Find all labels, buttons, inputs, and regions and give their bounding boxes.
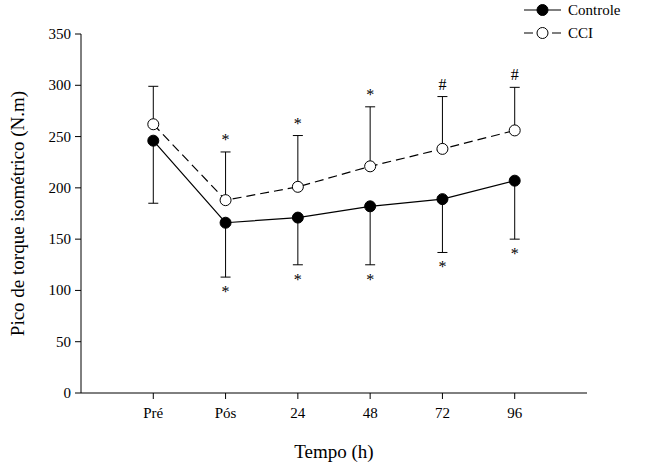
error-cap bbox=[510, 87, 520, 88]
x-tick bbox=[297, 393, 298, 399]
annotation: * bbox=[438, 258, 446, 275]
x-tick-label: 24 bbox=[290, 405, 306, 421]
x-tick bbox=[153, 393, 154, 399]
y-tick-label: 50 bbox=[56, 334, 71, 350]
x-tick bbox=[370, 393, 371, 399]
x-tick bbox=[514, 393, 515, 399]
error-cap bbox=[293, 135, 303, 136]
error-cap bbox=[510, 239, 520, 240]
y-tick bbox=[75, 290, 81, 291]
y-tick bbox=[75, 34, 81, 35]
point bbox=[292, 181, 303, 192]
point bbox=[509, 175, 520, 186]
error-cap bbox=[221, 151, 231, 152]
error-bar bbox=[514, 181, 515, 239]
y-tick bbox=[75, 341, 81, 342]
x-tick bbox=[442, 393, 443, 399]
error-bar bbox=[297, 218, 298, 265]
y-tick bbox=[75, 239, 81, 240]
error-cap bbox=[437, 252, 447, 253]
point bbox=[220, 195, 231, 206]
point bbox=[220, 217, 231, 228]
y-tick-label: 100 bbox=[49, 282, 72, 298]
series-line bbox=[153, 124, 514, 200]
y-tick bbox=[75, 85, 81, 86]
error-bar bbox=[442, 199, 443, 252]
plot-area bbox=[148, 86, 520, 277]
annotation: * bbox=[222, 131, 230, 148]
y-tick-label: 300 bbox=[49, 77, 72, 93]
error-bar bbox=[514, 87, 515, 130]
point bbox=[437, 194, 448, 205]
error-bar bbox=[370, 107, 371, 166]
error-bar bbox=[153, 141, 154, 204]
y-tick-label: 250 bbox=[49, 129, 72, 145]
error-bar bbox=[225, 152, 226, 200]
annotation: * bbox=[222, 283, 230, 300]
series-1 bbox=[148, 86, 520, 205]
annotation: * bbox=[511, 245, 519, 262]
error-bar bbox=[370, 206, 371, 264]
error-cap bbox=[365, 264, 375, 265]
point bbox=[365, 161, 376, 172]
error-cap bbox=[148, 203, 158, 204]
error-cap bbox=[148, 86, 158, 87]
point bbox=[509, 125, 520, 136]
series-0 bbox=[148, 135, 520, 277]
point bbox=[148, 119, 159, 130]
annotation: # bbox=[438, 76, 446, 93]
legend: Controle CCI bbox=[524, 2, 621, 41]
x-axis bbox=[81, 393, 587, 394]
legend-marker bbox=[537, 28, 548, 39]
annotations: * * * * * * * * # # bbox=[222, 66, 519, 300]
y-tick-label: 350 bbox=[49, 26, 72, 42]
error-bar bbox=[225, 223, 226, 277]
annotation: * bbox=[366, 86, 374, 103]
point bbox=[365, 201, 376, 212]
legend-label: CCI bbox=[568, 25, 593, 41]
error-bar bbox=[297, 136, 298, 187]
annotation: # bbox=[511, 66, 519, 83]
x-tick bbox=[225, 393, 226, 399]
x-tick-label: Pós bbox=[215, 405, 237, 421]
x-tick-label: 48 bbox=[363, 405, 378, 421]
x-tick-label: 96 bbox=[507, 405, 523, 421]
y-tick bbox=[75, 393, 81, 394]
error-cap bbox=[365, 106, 375, 107]
point bbox=[148, 135, 159, 146]
legend-label: Controle bbox=[568, 2, 621, 18]
error-cap bbox=[293, 264, 303, 265]
y-axis-label: Pico de torque isométrico (N.m) bbox=[7, 91, 29, 336]
x-tick-label: Pré bbox=[143, 405, 163, 421]
y-tick bbox=[75, 136, 81, 137]
y-tick-label: 0 bbox=[64, 385, 72, 401]
annotation: * bbox=[294, 271, 302, 288]
point bbox=[437, 143, 448, 154]
chart-container: 0 50 100 150 200 250 300 350 Pré Pós 24 48 72 96 Tempo… bbox=[0, 0, 648, 469]
y-axis bbox=[81, 34, 82, 393]
x-axis-label: Tempo (h) bbox=[294, 441, 373, 463]
error-cap bbox=[221, 277, 231, 278]
y-tick bbox=[75, 187, 81, 188]
x-tick-label: 72 bbox=[435, 405, 450, 421]
annotation: * bbox=[294, 115, 302, 132]
error-bar bbox=[442, 97, 443, 149]
point bbox=[292, 212, 303, 223]
error-cap bbox=[437, 96, 447, 97]
legend-marker bbox=[537, 5, 548, 16]
y-tick-label: 150 bbox=[49, 231, 72, 247]
y-tick-label: 200 bbox=[49, 180, 72, 196]
annotation: * bbox=[366, 271, 374, 288]
chart-svg: 0 50 100 150 200 250 300 350 Pré Pós 24 48 72 96 Tempo… bbox=[0, 0, 648, 469]
